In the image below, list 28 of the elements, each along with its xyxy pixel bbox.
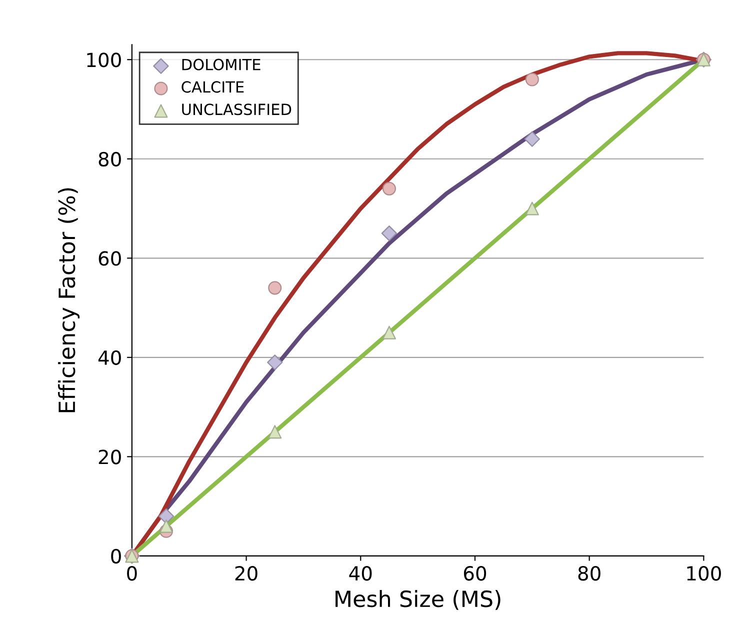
- y-axis-title: Efficiency Factor (%): [58, 188, 80, 412]
- point: [381, 225, 398, 242]
- y-tick-label: 60: [98, 251, 121, 266]
- point: [159, 519, 174, 533]
- y-tick-label: 20: [98, 450, 121, 464]
- x-tick-label: 20: [235, 566, 258, 581]
- x-axis-title: Mesh Size (MS): [336, 590, 500, 610]
- point: [158, 508, 174, 524]
- x-tick-label: 0: [127, 566, 137, 581]
- legend-label: DOLOMITE: [182, 58, 260, 70]
- point: [382, 326, 396, 340]
- x-tick-label: 60: [464, 566, 486, 581]
- legend-label: UNCLASSIFIED: [182, 104, 292, 116]
- y-tick-label: 100: [87, 52, 121, 68]
- point: [267, 354, 283, 370]
- legend-label: CALCITE: [182, 81, 244, 93]
- point: [524, 131, 540, 147]
- x-tick-label: 80: [578, 566, 600, 581]
- point: [382, 182, 396, 196]
- y-tick-label: 80: [98, 152, 121, 167]
- x-tick-label: 100: [687, 566, 721, 581]
- point: [268, 425, 282, 439]
- point: [525, 202, 539, 216]
- point: [525, 72, 539, 86]
- x-tick-label: 40: [349, 566, 372, 581]
- point: [268, 281, 282, 295]
- y-tick-label: 0: [111, 548, 121, 564]
- y-tick-label: 40: [98, 350, 121, 366]
